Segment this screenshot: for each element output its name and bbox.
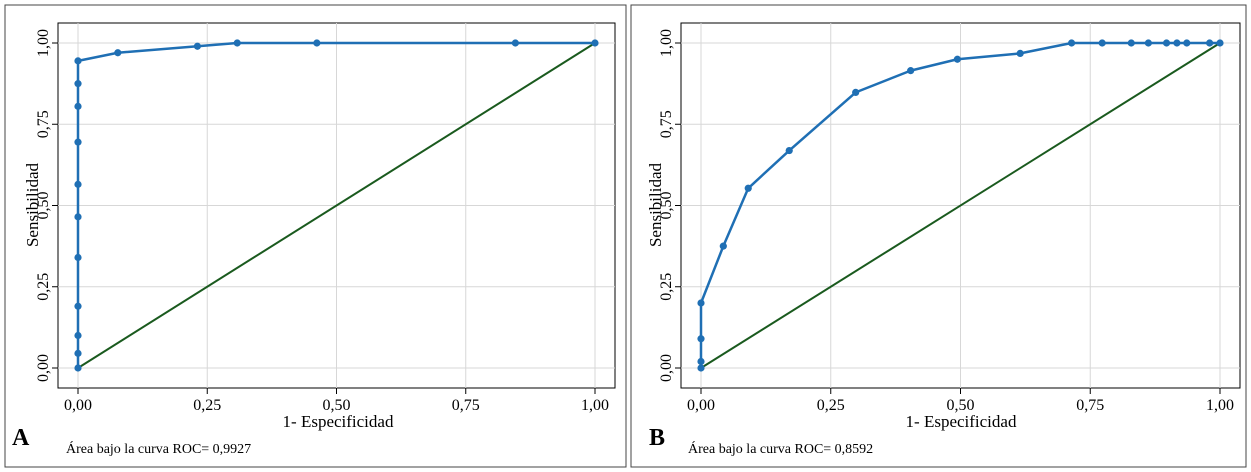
roc-point [1206, 39, 1214, 47]
roc-point [697, 357, 705, 366]
roc-point [697, 335, 705, 343]
roc-point [697, 299, 705, 307]
x-tick-label: 0,00 [687, 397, 715, 414]
roc-point [953, 55, 961, 63]
roc-point [1173, 39, 1181, 47]
x-tick-label: 0,50 [323, 397, 351, 414]
roc-point [719, 242, 727, 250]
x-tick-label: 1,00 [1206, 397, 1234, 414]
panel-b: 0,00 0,25 0,50 0,75 1,00 0,00 0,25 0,50 0,75 1,00… [630, 4, 1247, 468]
y-tick-label: 0,25 [35, 273, 52, 301]
auc-annotation: Área bajo la curva ROC= 0,8592 [688, 440, 873, 457]
reference-line [77, 42, 596, 369]
y-tick-label: 0,00 [35, 354, 52, 382]
roc-point [74, 364, 82, 372]
roc-point [74, 253, 82, 262]
x-axis-title: 1- Especificidad [906, 412, 1017, 431]
x-tick-label: 0,00 [64, 397, 92, 414]
y-tick-label: 0,50 [35, 192, 52, 220]
auc-annotation: Área bajo la curva ROC= 0,9927 [66, 440, 251, 457]
x-axis-title: 1- Especificidad [283, 412, 394, 431]
y-tick-label: 0,00 [658, 354, 675, 382]
roc-point [313, 39, 321, 47]
roc-point [74, 180, 82, 188]
y-tick-label: 1,00 [35, 29, 52, 57]
roc-point [1016, 49, 1024, 58]
y-axis-title: Sensibilidad [646, 162, 665, 247]
roc-point [1127, 39, 1135, 47]
panel-a: 0,00 0,25 0,50 0,75 1,00 0,00 0,25 0,50 0,75 1,00… [4, 4, 627, 468]
roc-point [74, 102, 82, 110]
panel-label: A [12, 425, 30, 451]
roc-point [785, 146, 793, 155]
x-tick-label: 0,50 [947, 397, 975, 414]
roc-point [74, 213, 82, 221]
roc-point [511, 39, 519, 47]
roc-point [1216, 39, 1224, 47]
roc-point [193, 42, 202, 50]
x-tick-label: 1,00 [581, 397, 609, 414]
y-tick-label: 1,00 [658, 29, 675, 57]
roc-point [1162, 39, 1171, 47]
x-tick-label: 0,75 [452, 397, 480, 414]
roc-point [74, 302, 82, 310]
y-tick-label: 0,25 [658, 273, 675, 301]
roc-point [74, 349, 82, 357]
x-tick-label: 0,25 [817, 397, 845, 414]
roc-point [233, 39, 241, 47]
roc-point [114, 49, 122, 57]
roc-point [74, 331, 82, 340]
x-tick-label: 0,25 [193, 397, 221, 414]
roc-point [852, 88, 860, 96]
roc-point [74, 57, 82, 65]
roc-point [1183, 39, 1191, 47]
y-tick-label: 0,50 [658, 192, 675, 220]
roc-point [591, 39, 599, 47]
roc-point [1144, 39, 1152, 47]
roc-point [1067, 39, 1076, 47]
roc-point [907, 67, 915, 75]
roc-point [1098, 39, 1106, 47]
roc-point [74, 138, 82, 146]
roc-point [744, 184, 752, 192]
y-tick-label: 0,75 [658, 110, 675, 138]
roc-point [74, 80, 82, 88]
reference-line [700, 42, 1221, 369]
panel-label: B [649, 425, 665, 451]
roc-point [697, 364, 705, 372]
x-tick-label: 0,75 [1076, 397, 1104, 414]
y-axis-title: Sensibilidad [23, 162, 42, 247]
y-tick-label: 0,75 [35, 110, 52, 138]
